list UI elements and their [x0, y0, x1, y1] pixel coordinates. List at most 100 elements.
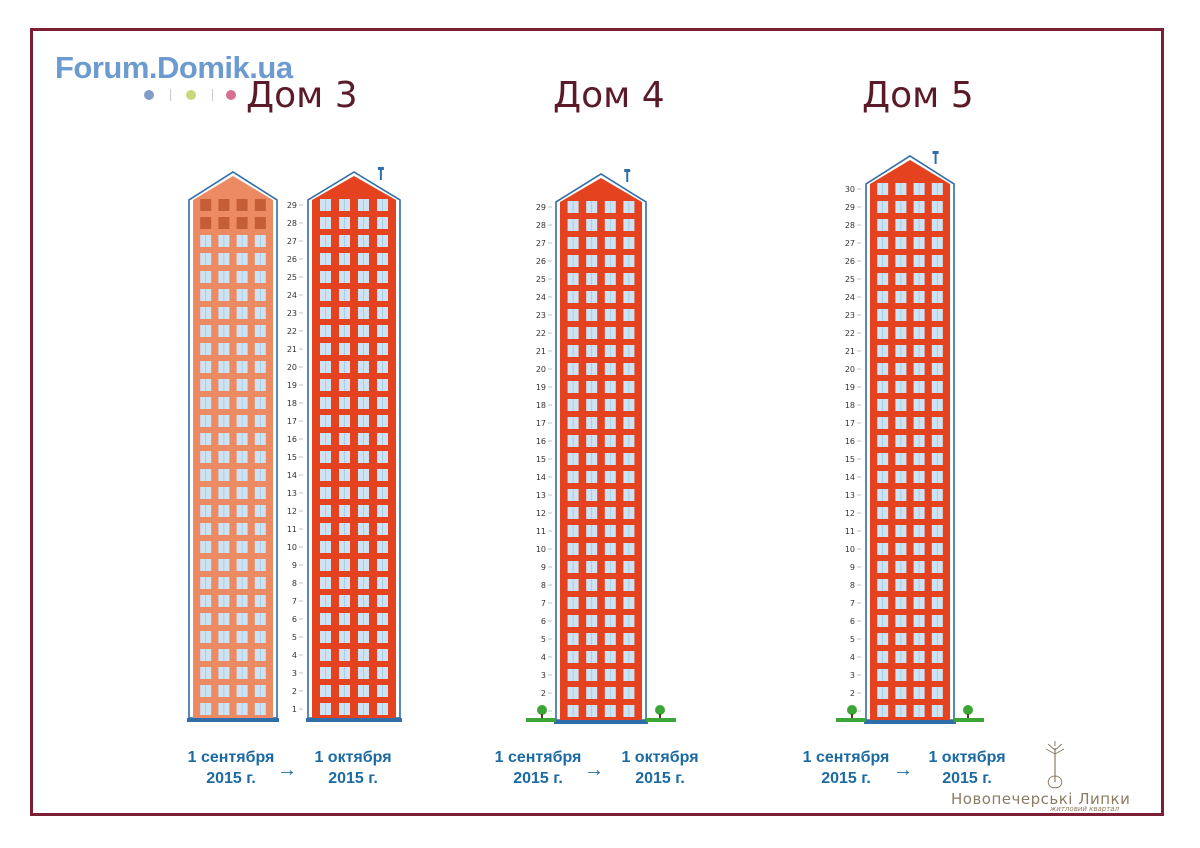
house-4-date-to: 1 октября 2015 г.: [621, 749, 699, 787]
floor-label: 6: [541, 617, 546, 626]
tree-trunk: [851, 714, 853, 718]
floor-label: 28: [845, 221, 855, 230]
dot-blue: [144, 90, 154, 100]
floor-label: 1: [292, 705, 297, 714]
floor-label: 8: [541, 581, 546, 590]
floor-label: 12: [845, 509, 855, 518]
floor-label: 13: [287, 489, 297, 498]
arrow-icon: →: [277, 759, 297, 781]
floor-label: 21: [287, 345, 297, 354]
antenna-cap: [624, 169, 631, 172]
floor-label: 25: [536, 275, 546, 284]
house-5-building: 1234567891011121314151617181920212223242…: [836, 151, 984, 724]
house-3-building-before: [187, 171, 279, 722]
floor-label: 6: [292, 615, 297, 624]
grass: [954, 718, 984, 722]
floor-label: 29: [287, 201, 297, 210]
floor-label: 14: [287, 471, 297, 480]
floor-label: 25: [845, 275, 855, 284]
house-3-title: Дом 3: [246, 75, 358, 116]
floor-label: 7: [850, 599, 855, 608]
dot-pink: [226, 90, 236, 100]
floor-label: 9: [850, 563, 855, 572]
floor-label: 9: [541, 563, 546, 572]
house-4-date-from: 1 сентября 2015 г.: [494, 749, 582, 787]
floor-label: 6: [850, 617, 855, 626]
floor-label: 3: [541, 671, 546, 680]
floor-label: 10: [845, 545, 855, 554]
tree-icon: [963, 705, 973, 718]
floor-label: 18: [536, 401, 546, 410]
floor-label: 29: [536, 203, 546, 212]
floor-label: 10: [287, 543, 297, 552]
floor-label: 30: [845, 185, 855, 194]
building-base: [864, 720, 956, 724]
tree-icon: [537, 705, 547, 718]
floor-label: 7: [292, 597, 297, 606]
floor-label: 5: [292, 633, 297, 642]
tree-crown: [963, 705, 973, 715]
floor-label: 4: [541, 653, 546, 662]
window: [200, 217, 212, 229]
floor-label: 17: [287, 417, 297, 426]
floor-label: 5: [541, 635, 546, 644]
logo-name: Новопечерські Липки: [951, 790, 1131, 808]
building-body: [312, 176, 396, 718]
tree-icon: [655, 705, 665, 718]
floor-label: 14: [536, 473, 546, 482]
floor-label: 10: [536, 545, 546, 554]
building-body: [560, 178, 642, 720]
tree-trunk: [967, 714, 969, 718]
logo-subtitle: житловий квартал: [1050, 805, 1120, 813]
floor-label: 4: [850, 653, 855, 662]
arrow-icon: →: [893, 759, 913, 781]
floor-label: 23: [287, 309, 297, 318]
window: [236, 217, 248, 229]
tree-icon: [847, 705, 857, 718]
grass: [646, 718, 676, 722]
floor-label: 28: [287, 219, 297, 228]
floor-label: 22: [536, 329, 546, 338]
antenna-cap: [932, 151, 939, 154]
floor-label: 27: [536, 239, 546, 248]
floor-label: 13: [536, 491, 546, 500]
floor-label: 2: [850, 689, 855, 698]
floor-label: 20: [287, 363, 297, 372]
floor-label: 25: [287, 273, 297, 282]
floor-label: 3: [292, 669, 297, 678]
house-3-date-to: 1 октября 2015 г.: [314, 749, 392, 787]
floor-label: 3: [850, 671, 855, 680]
floor-label: 26: [287, 255, 297, 264]
floor-label: 19: [845, 383, 855, 392]
floor-label: 22: [287, 327, 297, 336]
window: [254, 199, 266, 211]
house-4-title: Дом 4: [553, 75, 665, 116]
floor-label: 15: [287, 453, 297, 462]
floor-label: 18: [287, 399, 297, 408]
floor-label: 14: [845, 473, 855, 482]
window: [254, 217, 266, 229]
floor-label: 18: [845, 401, 855, 410]
tree-crown: [537, 705, 547, 715]
floor-label: 11: [536, 527, 546, 536]
dot-green: [186, 90, 196, 100]
building-body: [870, 160, 950, 720]
antenna-cap: [377, 167, 384, 170]
floor-label: 16: [845, 437, 855, 446]
tree-crown: [847, 705, 857, 715]
floor-label: 21: [536, 347, 546, 356]
floor-label: 24: [287, 291, 297, 300]
floor-label: 23: [845, 311, 855, 320]
floor-label: 28: [536, 221, 546, 230]
floor-label: 16: [287, 435, 297, 444]
house-3-building-after: 1234567891011121314151617181920212223242…: [287, 167, 402, 722]
floor-label: 17: [845, 419, 855, 428]
grass: [836, 718, 866, 722]
building-base: [187, 718, 279, 722]
floor-label: 8: [292, 579, 297, 588]
window: [218, 217, 230, 229]
floor-label: 15: [845, 455, 855, 464]
floor-label: 27: [845, 239, 855, 248]
tree-trunk: [541, 714, 543, 718]
house-5-date-from: 1 сентября 2015 г.: [802, 749, 890, 787]
